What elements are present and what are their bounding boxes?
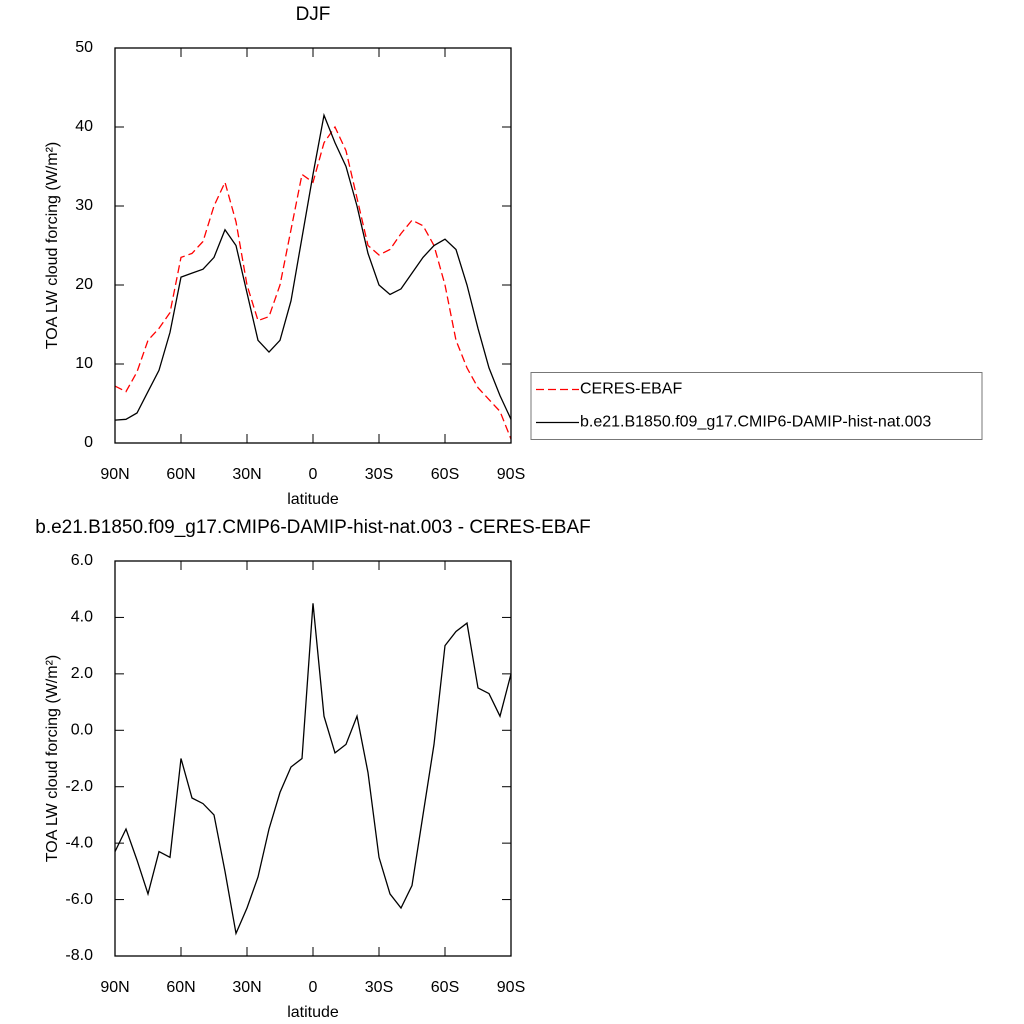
y-tick-label: -8.0 — [65, 947, 93, 964]
x-axis-label: latitude — [287, 491, 339, 508]
y-axis-label: TOA LW cloud forcing (W/m²) — [44, 655, 61, 862]
plot-frame — [114, 560, 512, 957]
x-axis-label: latitude — [287, 1004, 339, 1021]
legend-label: CERES-EBAF — [580, 381, 682, 398]
chart-title: b.e21.B1850.f09_g17.CMIP6-DAMIP-hist-nat… — [35, 517, 590, 538]
x-tick-label: 0 — [309, 466, 318, 483]
y-axis-label: TOA LW cloud forcing (W/m²) — [44, 142, 61, 349]
x-tick-label: 90N — [100, 466, 129, 483]
data-line — [114, 112, 512, 421]
x-tick-label: 60S — [431, 979, 459, 996]
x-tick-label: 60N — [166, 979, 195, 996]
y-tick-label: 10 — [75, 355, 93, 372]
x-tick-label: 0 — [309, 979, 318, 996]
y-tick-label: -4.0 — [65, 834, 93, 851]
y-tick-label: -2.0 — [65, 778, 93, 795]
y-tick-label: 40 — [75, 118, 93, 135]
x-tick-label: 60S — [431, 466, 459, 483]
y-tick-label: 2.0 — [71, 665, 93, 682]
y-tick-label: 0 — [84, 434, 93, 451]
x-tick-label: 30N — [232, 466, 261, 483]
y-tick-label: 50 — [75, 39, 93, 56]
x-tick-label: 30N — [232, 979, 261, 996]
plot-frame — [114, 47, 512, 444]
chart-title: DJF — [296, 4, 331, 25]
legend-label: b.e21.B1850.f09_g17.CMIP6-DAMIP-hist-nat… — [580, 414, 931, 431]
x-tick-label: 90S — [497, 466, 525, 483]
data-line — [114, 603, 512, 936]
x-tick-label: 30S — [365, 466, 393, 483]
y-tick-label: 20 — [75, 276, 93, 293]
x-tick-label: 30S — [365, 979, 393, 996]
y-tick-label: -6.0 — [65, 891, 93, 908]
x-tick-label: 90N — [100, 979, 129, 996]
data-line — [114, 125, 512, 440]
y-tick-label: 4.0 — [71, 609, 93, 626]
y-tick-label: 30 — [75, 197, 93, 214]
x-tick-label: 90S — [497, 979, 525, 996]
y-tick-label: 6.0 — [71, 552, 93, 569]
legend-box — [530, 372, 983, 440]
y-tick-label: 0.0 — [71, 722, 93, 739]
x-tick-label: 60N — [166, 466, 195, 483]
